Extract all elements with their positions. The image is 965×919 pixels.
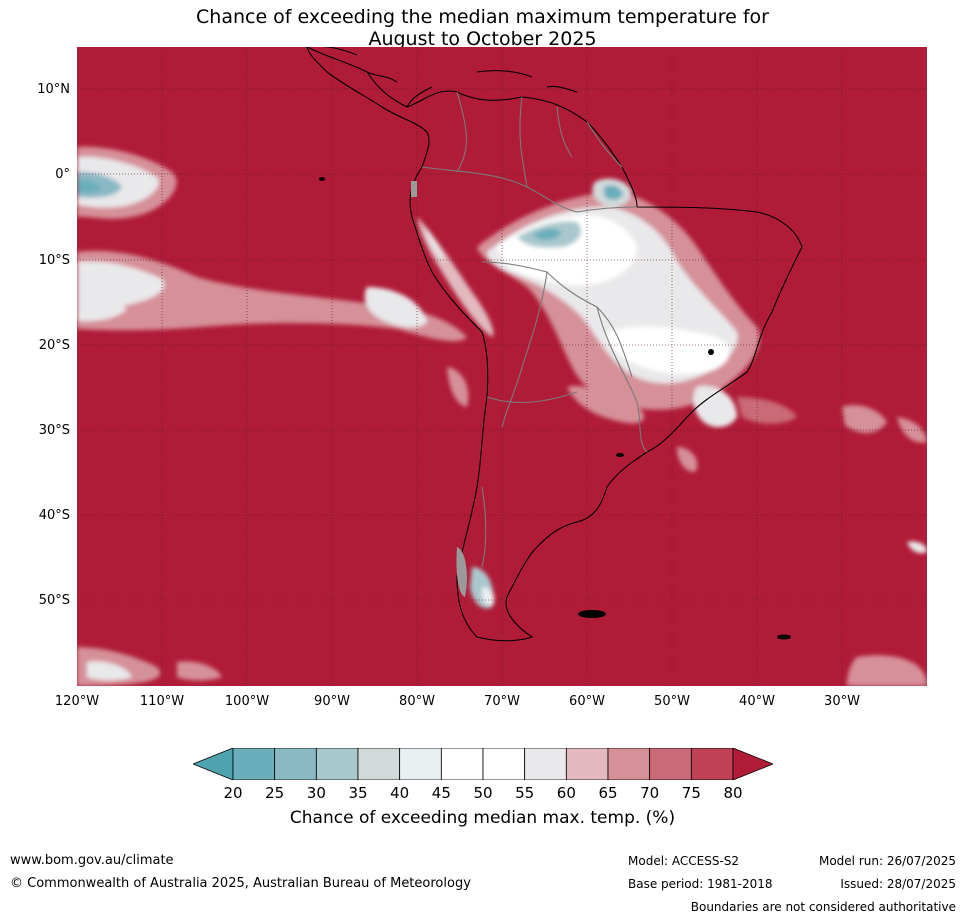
colorbar-tick-label: 60 xyxy=(556,784,576,802)
colorbar-swatch xyxy=(690,747,734,781)
colorbar-tick-label: 75 xyxy=(681,784,701,802)
colorbar-tick-label: 40 xyxy=(390,784,410,802)
lon-tick-label: 90°W xyxy=(314,694,350,709)
colorbar-swatch xyxy=(274,747,317,781)
colorbar-swatch xyxy=(440,747,484,781)
colorbar-tick-label: 30 xyxy=(306,784,326,802)
colorbar-tick-label: 80 xyxy=(723,784,743,802)
colorbar-tick-label: 65 xyxy=(598,784,618,802)
title-line-2: August to October 2025 xyxy=(368,28,597,50)
lon-tick-label: 60°W xyxy=(569,694,605,709)
probability-patches xyxy=(77,146,927,686)
footer-url[interactable]: www.bom.gov.au/climate xyxy=(10,853,174,868)
colorbar-tick-label: 55 xyxy=(515,784,535,802)
graticule xyxy=(77,47,927,686)
colorbar-tick-label: 50 xyxy=(473,784,493,802)
footer-disclaimer: Boundaries are not considered authoritat… xyxy=(690,900,956,914)
footer-copyright: © Commonwealth of Australia 2025, Austra… xyxy=(10,876,471,891)
lat-tick-label: 30°S xyxy=(38,423,70,438)
colorbar-extend-high xyxy=(732,747,775,781)
colorbar-swatch xyxy=(399,747,442,781)
footer-issued: Issued: 28/07/2025 xyxy=(840,877,956,891)
colorbar-swatch xyxy=(524,747,567,781)
colorbar-tick-label: 35 xyxy=(348,784,368,802)
lon-tick-label: 110°W xyxy=(139,694,185,709)
map-svg xyxy=(77,47,927,686)
colorbar-swatch xyxy=(357,747,401,781)
map-title: Chance of exceeding the median maximum t… xyxy=(0,6,965,50)
lon-tick-label: 120°W xyxy=(54,694,100,709)
lon-tick-label: 80°W xyxy=(399,694,435,709)
colorbar-swatch xyxy=(482,747,526,781)
colorbar-svg xyxy=(191,747,775,781)
footer-model-run: Model run: 26/07/2025 xyxy=(818,854,956,868)
footer-model: Model: ACCESS-S2 xyxy=(628,854,740,868)
footer-base-period: Base period: 1981-2018 xyxy=(628,877,773,891)
colorbar-label: Chance of exceeding median max. temp. (%… xyxy=(289,808,676,828)
colorbar-swatch xyxy=(649,747,692,781)
colorbar-extend-low xyxy=(191,747,234,781)
lat-tick-label: 10°N xyxy=(37,82,70,97)
colorbar-swatch xyxy=(565,747,609,781)
colorbar-tick-label: 25 xyxy=(265,784,285,802)
colorbar-tick-label: 70 xyxy=(640,784,660,802)
map-base xyxy=(77,47,927,686)
high-terrain xyxy=(411,181,467,597)
colorbar-tick-label: 20 xyxy=(223,784,243,802)
islands xyxy=(319,177,791,640)
country-borders xyxy=(421,91,648,568)
central-america-coastline xyxy=(307,47,578,108)
lat-tick-label: 10°S xyxy=(38,253,70,268)
colorbar xyxy=(191,747,775,781)
colorbar-swatch xyxy=(232,747,276,781)
lon-tick-label: 50°W xyxy=(654,694,690,709)
colorbar-swatch xyxy=(607,747,651,781)
colorbar-swatch xyxy=(315,747,359,781)
lon-tick-label: 100°W xyxy=(224,694,270,709)
south-america-coastline xyxy=(306,47,803,642)
colorbar-tick-label: 45 xyxy=(431,784,451,802)
lat-tick-label: 0° xyxy=(55,167,70,182)
lon-tick-label: 40°W xyxy=(739,694,775,709)
lat-tick-label: 50°S xyxy=(38,593,70,608)
map-panel[interactable] xyxy=(77,47,927,686)
lat-tick-label: 20°S xyxy=(38,338,70,353)
lat-tick-label: 40°S xyxy=(38,508,70,523)
lon-tick-label: 70°W xyxy=(484,694,520,709)
title-line-1: Chance of exceeding the median maximum t… xyxy=(196,6,769,28)
lon-tick-label: 30°W xyxy=(824,694,860,709)
